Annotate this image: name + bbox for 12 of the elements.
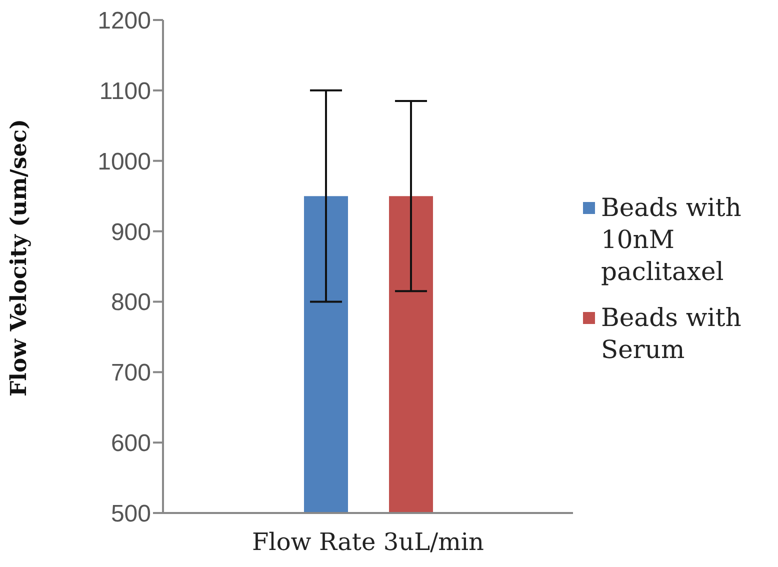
- legend-label: Beads with 10nM paclitaxel: [601, 192, 742, 288]
- y-tick-label: 600: [110, 430, 151, 458]
- legend-label: Beads with Serum: [601, 302, 742, 366]
- y-tick-label: 800: [110, 289, 151, 316]
- y-tick-label: 700: [110, 360, 151, 387]
- y-tick-label: 1200: [98, 8, 151, 35]
- x-tick-label: Flow Rate 3uL/min: [252, 528, 484, 556]
- y-tick-label: 1100: [99, 78, 151, 105]
- y-tick-label: 500: [110, 500, 151, 528]
- y-tick-label: 1000: [98, 148, 151, 176]
- y-tick-label: 900: [110, 218, 151, 246]
- y-axis-title: Flow Velocity (um/sec): [6, 118, 32, 396]
